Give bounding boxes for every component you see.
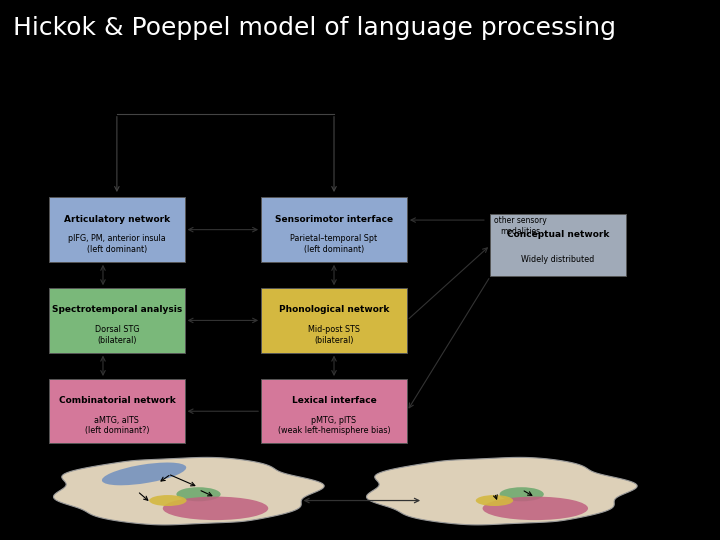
Polygon shape <box>53 457 324 525</box>
Text: Spectrotemporal analysis: Spectrotemporal analysis <box>52 306 182 314</box>
Text: b: b <box>32 458 40 468</box>
Text: Input from
other sensory
modalities: Input from other sensory modalities <box>494 205 546 235</box>
Text: Parietal–temporal Spt
(left dominant): Parietal–temporal Spt (left dominant) <box>290 234 377 254</box>
Text: Lexical interface: Lexical interface <box>292 396 377 405</box>
Text: Via higher-order frontal networks: Via higher-order frontal networks <box>158 101 292 110</box>
Text: pMTG, pITS
(weak left-hemisphere bias): pMTG, pITS (weak left-hemisphere bias) <box>278 416 390 435</box>
FancyBboxPatch shape <box>261 197 407 262</box>
FancyBboxPatch shape <box>49 197 184 262</box>
Text: aMTG, aITS
(left dominant?): aMTG, aITS (left dominant?) <box>85 416 149 435</box>
Text: Mid-post STS
(bilateral): Mid-post STS (bilateral) <box>308 325 360 345</box>
FancyBboxPatch shape <box>261 288 407 353</box>
Text: Hickok & Poeppel model of language processing: Hickok & Poeppel model of language proce… <box>13 16 616 40</box>
Text: Articulatory network: Articulatory network <box>64 214 170 224</box>
Ellipse shape <box>476 495 513 506</box>
Polygon shape <box>366 457 637 525</box>
FancyBboxPatch shape <box>261 379 407 443</box>
Text: a: a <box>32 87 40 97</box>
Text: Dorsal stream: Dorsal stream <box>194 240 251 249</box>
Ellipse shape <box>176 487 220 501</box>
Text: Phonological network: Phonological network <box>279 306 390 314</box>
Text: pIFG, PM, anterior insula
(left dominant): pIFG, PM, anterior insula (left dominant… <box>68 234 166 254</box>
FancyBboxPatch shape <box>49 288 184 353</box>
Text: Sensorimotor interface: Sensorimotor interface <box>275 214 393 224</box>
Ellipse shape <box>149 495 186 506</box>
Text: Ventral stream: Ventral stream <box>193 396 253 406</box>
Text: Widely distributed: Widely distributed <box>521 255 595 264</box>
Ellipse shape <box>482 497 588 520</box>
Text: Combinatorial network: Combinatorial network <box>58 396 175 405</box>
Text: Conceptual network: Conceptual network <box>507 230 609 239</box>
Text: Dorsal STG
(bilateral): Dorsal STG (bilateral) <box>94 325 139 345</box>
Ellipse shape <box>163 497 269 520</box>
Ellipse shape <box>102 463 186 485</box>
Ellipse shape <box>500 487 544 501</box>
FancyBboxPatch shape <box>490 214 626 276</box>
FancyBboxPatch shape <box>49 379 184 443</box>
